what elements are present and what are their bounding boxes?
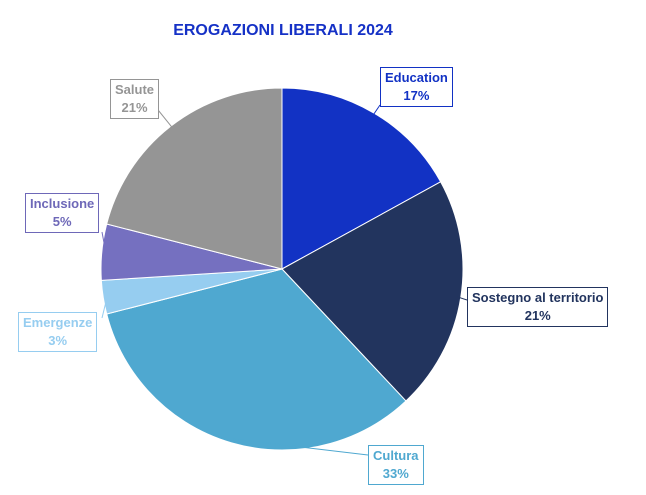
callout-value: 3% — [48, 333, 68, 348]
callout-value: 17% — [403, 88, 430, 103]
callout-label: Sostegno al territorio — [472, 290, 604, 305]
callout-label: Inclusione — [30, 196, 95, 211]
callout-education: Education 17% — [380, 67, 453, 107]
leader-line-sostegno-al-territorio — [456, 296, 468, 301]
callout-emergenze: Emergenze 3% — [18, 312, 98, 352]
callout-label: Salute — [115, 82, 155, 97]
chart-title: EROGAZIONI LIBERALI 2024 — [173, 22, 393, 39]
callout-value: 21% — [524, 308, 551, 323]
leader-line-cultura — [232, 438, 369, 456]
callout-cultura: Cultura 33% — [368, 445, 424, 485]
pie-slice-sostegno-al-territorio — [281, 181, 464, 402]
callout-sostegno: Sostegno al territorio 21% — [467, 287, 609, 327]
callout-value: 5% — [52, 214, 72, 229]
callout-label: Cultura — [373, 448, 419, 463]
callout-inclusione: Inclusione 5% — [25, 193, 100, 233]
leader-line-education — [371, 104, 381, 117]
callout-label: Emergenze — [23, 315, 93, 330]
callout-value: 33% — [382, 466, 409, 481]
leader-line-emergenze — [101, 296, 108, 319]
leader-line-inclusione — [101, 231, 107, 253]
pie-slice-cultura — [106, 268, 407, 451]
callout-salute: Salute 21% — [110, 79, 160, 119]
callout-label: Education — [385, 70, 448, 85]
callout-value: 21% — [121, 100, 148, 115]
